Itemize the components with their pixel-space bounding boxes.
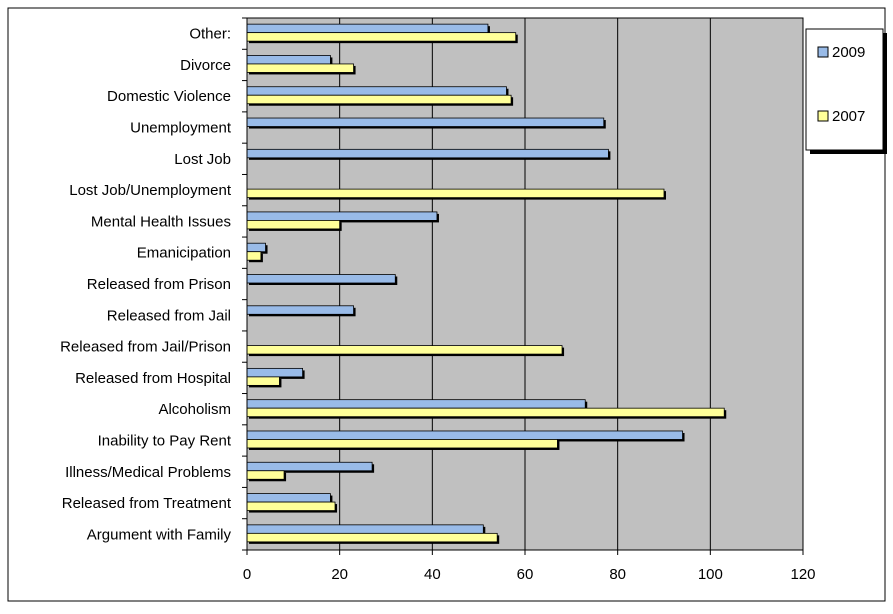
bar bbox=[246, 63, 354, 73]
bar bbox=[246, 399, 586, 409]
bar bbox=[246, 532, 498, 543]
bar bbox=[246, 211, 438, 221]
legend-swatch bbox=[817, 46, 829, 58]
bar bbox=[246, 367, 303, 378]
bar bbox=[246, 251, 262, 261]
category-label: Released from Prison bbox=[87, 276, 231, 293]
category-label: Unemployment bbox=[130, 120, 232, 137]
category-label: Divorce bbox=[180, 57, 231, 74]
category-label: Released from Hospital bbox=[75, 370, 231, 387]
x-tick-label: 40 bbox=[424, 566, 441, 583]
category-label: Released from Jail bbox=[107, 307, 231, 324]
bar bbox=[246, 86, 507, 96]
legend-swatch bbox=[817, 110, 829, 122]
bar bbox=[246, 461, 373, 472]
bar bbox=[246, 55, 331, 65]
bar bbox=[246, 274, 396, 284]
bar bbox=[246, 148, 609, 159]
bar bbox=[246, 117, 605, 127]
x-tick-label: 0 bbox=[243, 566, 251, 583]
category-label: Released from Treatment bbox=[62, 495, 232, 512]
category-label: Inability to Pay Rent bbox=[98, 432, 232, 449]
bar bbox=[246, 305, 354, 315]
bar bbox=[246, 220, 341, 230]
category-label: Mental Health Issues bbox=[91, 213, 231, 230]
bar bbox=[246, 439, 558, 449]
category-label: Illness/Medical Problems bbox=[65, 464, 231, 481]
bar bbox=[246, 376, 280, 386]
category-label: Lost Job/Unemployment bbox=[69, 182, 232, 199]
bar bbox=[246, 23, 489, 34]
category-label: Other: bbox=[189, 26, 231, 43]
x-tick-label: 80 bbox=[609, 566, 626, 583]
x-tick-label: 100 bbox=[698, 566, 723, 583]
category-label: Alcoholism bbox=[158, 401, 231, 418]
x-tick-labels: 0 20 40 60 80 100 120 bbox=[243, 566, 816, 583]
bar bbox=[246, 470, 285, 480]
x-tick-label: 120 bbox=[790, 566, 815, 583]
bar bbox=[246, 430, 683, 440]
x-tick-label: 20 bbox=[331, 566, 348, 583]
legend-label: 2007 bbox=[832, 108, 865, 125]
category-label: Lost Job bbox=[174, 151, 231, 168]
bar bbox=[246, 501, 336, 511]
bar bbox=[246, 493, 331, 503]
plot-area bbox=[242, 17, 804, 555]
bar bbox=[246, 32, 517, 42]
bar bbox=[246, 524, 484, 534]
legend: 2009 2007 bbox=[805, 28, 887, 154]
bar bbox=[246, 94, 512, 105]
bar bbox=[246, 242, 266, 253]
category-label: Domestic Violence bbox=[107, 88, 231, 105]
bar bbox=[246, 188, 665, 199]
legend-label: 2009 bbox=[832, 44, 865, 61]
category-label: Released from Jail/Prison bbox=[60, 339, 231, 356]
x-tick-label: 60 bbox=[517, 566, 534, 583]
category-labels: Other: Divorce Domestic Violence Unemployme… bbox=[60, 26, 232, 544]
bar bbox=[246, 345, 563, 355]
bar bbox=[246, 407, 725, 418]
category-label: Argument with Family bbox=[87, 526, 232, 543]
category-label: Emanicipation bbox=[137, 245, 231, 262]
